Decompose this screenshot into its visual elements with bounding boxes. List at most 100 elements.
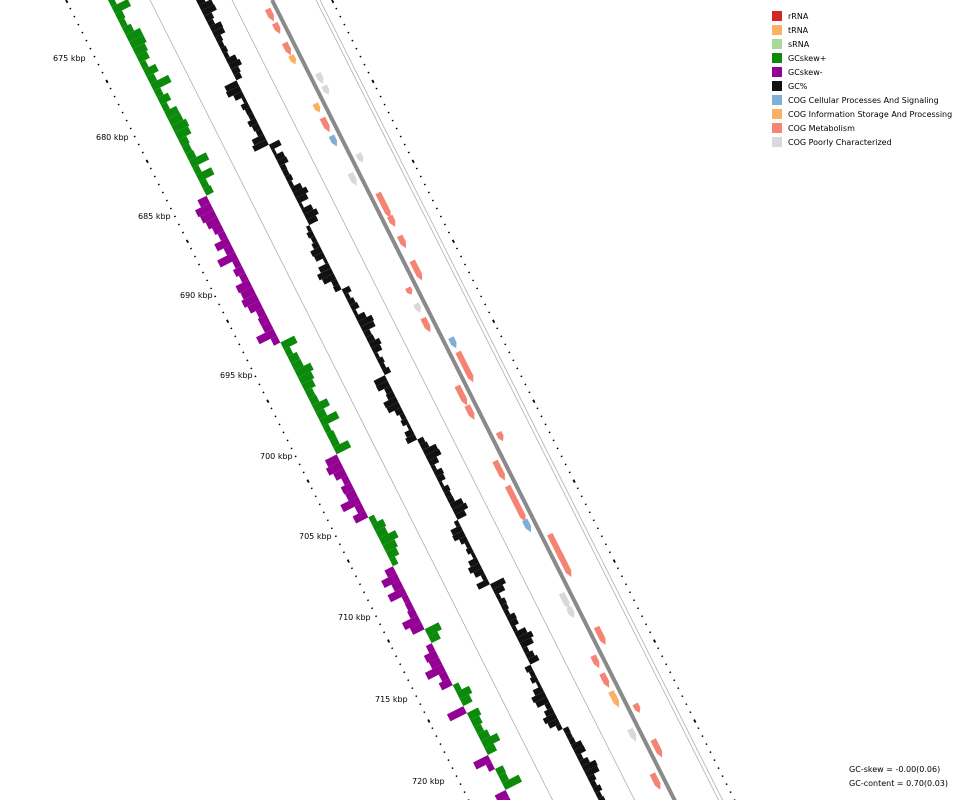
gc-content-segment [349, 301, 360, 311]
ruler-tick [362, 591, 366, 594]
outer-ruler-tick [435, 207, 438, 210]
outer-ruler-tick [343, 23, 346, 26]
gene-arrow-poor [321, 84, 330, 95]
ruler-tick [407, 679, 410, 682]
gc-content-segment [303, 208, 319, 220]
gc-content-segment [578, 756, 591, 767]
gc-content-segment [233, 91, 245, 101]
legend-swatch [772, 137, 782, 147]
gc-content-segment [363, 329, 373, 338]
outer-ruler-tick [516, 367, 519, 370]
outer-ruler-tick [608, 551, 611, 554]
outer-ruler-tick [484, 303, 487, 306]
ruler-tick [254, 375, 257, 378]
ruler-tick [411, 687, 414, 690]
gc-content-segment [467, 562, 482, 574]
gc-content-segment [500, 602, 510, 612]
gc-content-segment [542, 712, 558, 725]
gc-content-segment [597, 795, 606, 800]
gc-content-segment [422, 443, 439, 456]
gene-arrow-poor [347, 171, 357, 186]
gc-skew-positive-segment [304, 387, 316, 399]
gc-skew-positive-segment [452, 682, 462, 693]
gc-content-segment [465, 546, 474, 555]
gc-skew-positive-segment [164, 105, 180, 119]
legend-swatch [772, 81, 782, 91]
gc-skew-positive-segment [477, 729, 491, 742]
outer-ruler-tick [600, 535, 603, 538]
ruler-tick [399, 663, 402, 666]
gc-content-segment [373, 375, 388, 387]
gc-skew-positive-segment [480, 733, 501, 749]
outer-ruler-tick [725, 783, 728, 786]
ruler-tick [338, 543, 341, 546]
gc-content-segment [251, 123, 261, 132]
outer-ruler-tick [379, 95, 382, 98]
gc-content-segment [311, 241, 321, 250]
gc-skew-negative-segment [503, 796, 511, 800]
ruler-tick [371, 607, 374, 610]
gc-content-segment [217, 40, 225, 49]
outer-ruler-tick [387, 111, 390, 114]
gc-content-segment [209, 21, 224, 33]
gc-content-segment [535, 696, 550, 708]
gc-skew-negative-segment [325, 461, 344, 476]
gc-content-segment [371, 344, 383, 354]
gene-arrow-metabolism [504, 484, 526, 522]
gc-skew-positive-segment [132, 42, 149, 56]
gc-content-segment [573, 745, 587, 756]
ruler-tick [354, 575, 358, 578]
gc-skew-positive-segment [470, 715, 483, 728]
outer-ruler-tick [496, 327, 499, 330]
gc-content-segment [547, 718, 561, 729]
gc-skew-positive-segment [171, 118, 190, 133]
gc-content-segment [441, 484, 451, 494]
ruler-tick [125, 119, 128, 122]
gc-content-segment [400, 418, 410, 427]
ruler-tick [226, 319, 230, 324]
gc-skew-negative-segment [409, 622, 425, 635]
gc-content-segment [584, 765, 600, 778]
legend-swatch [772, 67, 782, 77]
gc-skew-positive-segment [283, 346, 294, 357]
gc-skew-negative-segment [381, 573, 400, 588]
outer-ruler-tick [455, 247, 459, 250]
ruler-tick [202, 271, 205, 274]
gc-content-segment [341, 285, 352, 295]
gc-skew-positive-segment [125, 27, 144, 42]
gc-content-segment [531, 691, 547, 704]
gc-skew-positive-segment [199, 178, 210, 189]
outer-ruler-tick [423, 183, 426, 186]
outer-ruler-tick [347, 31, 350, 34]
ruler-tick [278, 423, 281, 426]
gc-skew-negative-segment [235, 279, 253, 294]
gc-skew-positive-segment [368, 514, 378, 525]
outer-ruler-tick [568, 471, 571, 474]
gc-skew-negative-segment [194, 202, 214, 218]
gc-content-segment [255, 128, 264, 137]
ruler-tick [334, 535, 337, 538]
ruler-tick [189, 247, 193, 250]
gc-skew-positive-segment [280, 335, 298, 350]
ruler-tick [266, 399, 270, 404]
gc-skew-negative-segment [241, 293, 260, 308]
outer-ruler-tick [351, 39, 354, 42]
gc-skew-stat: GC-skew = -0.00(0.06) [849, 765, 941, 774]
outer-ruler-tick [544, 423, 547, 426]
gc-content-segment [473, 568, 485, 578]
gc-content-segment [524, 664, 534, 673]
outer-ruler-tick [524, 383, 527, 386]
gc-skew-positive-segment [371, 518, 387, 532]
ruler-tick [214, 295, 217, 298]
ruler-tick [294, 455, 297, 458]
ruler-tick [310, 487, 313, 490]
gc-content-stat: GC-content = 0.70(0.03) [849, 779, 948, 788]
gc-content-segment [489, 577, 507, 590]
gene-arrow-metabolism [556, 550, 566, 565]
outer-ruler-tick [580, 495, 583, 498]
outer-ruler-tick [628, 591, 632, 594]
outer-ruler-tick [641, 615, 644, 618]
gc-content-segment [290, 182, 303, 193]
outer-ruler-tick [637, 607, 640, 610]
gc-content-segment [344, 292, 351, 301]
